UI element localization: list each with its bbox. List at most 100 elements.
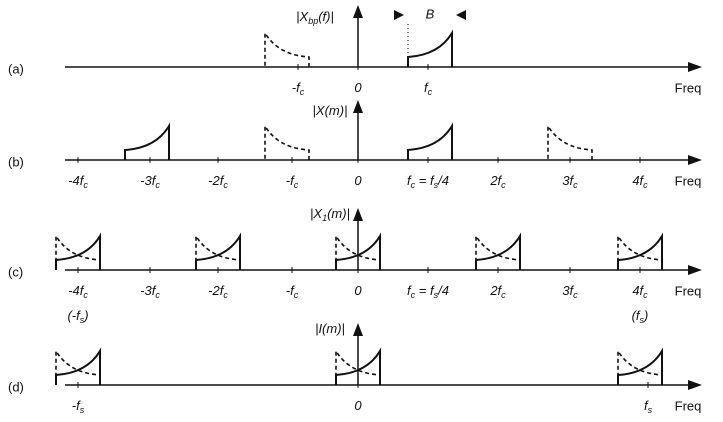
text-part: -4f [68,283,85,298]
spectrum-dashed [55,233,101,270]
subscript: c [223,290,228,300]
spectrum-dashed [264,123,310,160]
text-part: = f [415,173,435,188]
text-part: -f [292,80,301,95]
axis-arrow [688,380,702,390]
axis-name: Freq [675,283,702,298]
tick-label: 0 [354,283,362,298]
subscript: c [83,290,88,300]
axis-arrow [353,5,363,18]
tick-label: fc = fs/4 [407,173,449,190]
text-part: -f [286,283,295,298]
tick-label: -fc [286,283,299,300]
text-part: ) [642,308,648,323]
subscript: s [80,405,85,415]
text-part: 0 [354,173,362,188]
axis-name: Freq [675,398,702,413]
tick-label: -3fc [140,173,160,190]
text-part: (f)| [318,9,334,24]
tick-label: fc = fs/4 [407,283,449,300]
spectrum-dashed [195,233,241,270]
tick-label: (-fs) [67,308,88,325]
subscript: 1 [322,213,327,223]
spectrum-dashed [335,233,381,270]
tick-label: -4fc [68,173,88,190]
axis-arrow [688,62,702,72]
subscript: c [294,290,299,300]
text-part: /4 [437,283,449,298]
axis-name: Freq [675,173,702,188]
tick-label: -fs [72,398,85,415]
subscript: s [648,405,653,415]
axis-arrow [353,208,363,221]
text-part: -2f [208,283,225,298]
spectrum-dashed [617,348,663,385]
text-part: (-f [67,308,81,323]
axis-label: |X1(m)| [310,206,350,223]
text-part: -f [72,398,81,413]
text-part: 3f [562,173,574,188]
text-part: (f [632,308,641,323]
tick-label: -3fc [140,283,160,300]
subscript: c [428,87,433,97]
text-part: f [407,173,412,188]
subscript: c [643,290,648,300]
spectrum-dashed [335,348,381,385]
subscript: c [300,87,305,97]
subscript: s [434,290,439,300]
spectrum-solid [195,232,241,270]
text-part: 2f [489,173,502,188]
spectrum-solid [475,232,521,270]
tick-label: -fc [292,80,305,97]
subscript: s [434,180,439,190]
subscript: c [294,180,299,190]
spectrum-dashed [475,233,521,270]
tick-label: 2fc [489,173,506,190]
text-part: -3f [140,173,157,188]
tick-label: -4fc [68,283,88,300]
panel-label: (b) [8,154,24,169]
text-part: (m)| [327,206,350,221]
axis-arrow [353,100,363,113]
spectrum-dashed [264,30,310,67]
tick-label: -fc [286,173,299,190]
tick-label: 4fc [632,173,648,190]
spectrum-solid [407,29,453,67]
subscript: c [501,290,506,300]
text-part: 3f [562,283,574,298]
tick-label: fc [424,80,433,97]
axis-name: Freq [675,80,702,95]
tick-label: 0 [354,80,362,95]
text-part: -2f [208,173,225,188]
text-part: -f [286,173,295,188]
tick-label: -2fc [208,173,228,190]
spectrum-solid [124,122,170,160]
tick-label: -2fc [208,283,228,300]
axis-arrow [688,265,702,275]
text-part: -3f [140,283,157,298]
text-part: 4f [632,173,644,188]
text-part: ) [82,308,88,323]
axis-label: |I(m)| [315,321,345,336]
subscript: c [155,290,160,300]
subscript: s [80,315,85,325]
tick-label: fs [644,398,653,415]
text-part: 2f [489,283,502,298]
subscript: c [573,180,578,190]
axis-arrow [688,155,702,165]
subscript: c [411,180,416,190]
axis-label: |X(m)| [313,103,348,118]
subscript: c [573,290,578,300]
subscript: c [411,290,416,300]
subscript: c [83,180,88,190]
subscript: c [223,180,228,190]
text-part: = f [415,283,435,298]
tick-label: 0 [354,398,362,413]
spectrum-solid [617,347,663,385]
subscript: c [643,180,648,190]
subscript: s [640,315,645,325]
tick-label: 3fc [562,283,578,300]
text-part: f [644,398,649,413]
axis-label: |Xbp(f)| [296,9,334,26]
